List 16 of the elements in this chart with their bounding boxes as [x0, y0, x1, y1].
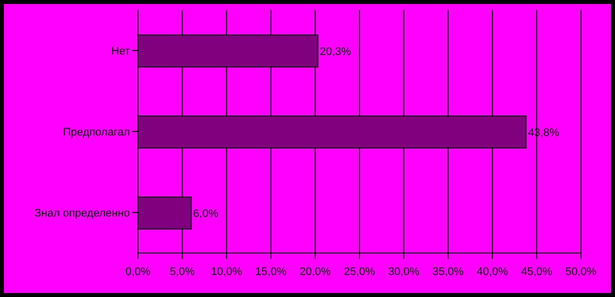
- x-tick-label: 35,0%: [432, 266, 464, 278]
- x-tick-label: 45,0%: [521, 266, 553, 278]
- x-tick-label: 40,0%: [476, 266, 508, 278]
- data-label: 20,3%: [320, 46, 352, 58]
- y-tick-label: Нет: [111, 45, 130, 58]
- x-tick-label: 10,0%: [211, 266, 242, 278]
- x-tick-label: 5,0%: [170, 266, 196, 278]
- data-label: 6,0%: [193, 208, 218, 220]
- x-tick-label: 25,0%: [344, 266, 376, 278]
- x-tick-label: 30,0%: [388, 266, 420, 278]
- y-tick-label: Знал определенно: [34, 207, 130, 220]
- y-tick-label: Предполагал: [63, 126, 130, 138]
- x-tick-label: 15,0%: [255, 266, 287, 278]
- x-tick-label: 0,0%: [125, 266, 151, 278]
- x-tick-label: 50,0%: [565, 266, 597, 278]
- x-tick-label: 20,0%: [300, 266, 332, 278]
